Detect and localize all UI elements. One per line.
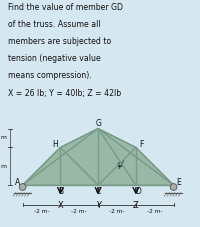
Text: -2 m-: -2 m- <box>147 209 163 214</box>
Text: Find the value of member GD: Find the value of member GD <box>8 3 123 12</box>
Text: Z: Z <box>133 201 139 210</box>
Text: 1 m: 1 m <box>0 136 7 141</box>
Text: -2 m-: -2 m- <box>34 209 49 214</box>
Text: means compression).: means compression). <box>8 71 92 80</box>
Text: φ/: φ/ <box>117 160 125 169</box>
Circle shape <box>19 184 26 190</box>
Text: A: A <box>15 178 20 187</box>
Text: F: F <box>139 140 143 148</box>
Text: C: C <box>95 187 101 196</box>
Text: of the truss. Assume all: of the truss. Assume all <box>8 20 101 29</box>
Text: tension (negative value: tension (negative value <box>8 54 101 63</box>
Text: -2 m-: -2 m- <box>109 209 125 214</box>
Text: B: B <box>58 187 63 196</box>
Text: X: X <box>58 201 63 210</box>
Text: G: G <box>95 119 101 128</box>
Polygon shape <box>23 128 174 185</box>
Text: members are subjected to: members are subjected to <box>8 37 111 46</box>
Text: -2 m-: -2 m- <box>71 209 87 214</box>
Text: E: E <box>176 178 181 187</box>
Circle shape <box>170 184 177 190</box>
Text: H: H <box>52 140 58 148</box>
Text: Y: Y <box>96 201 101 210</box>
Text: X = 26 lb; Y = 40lb; Z = 42lb: X = 26 lb; Y = 40lb; Z = 42lb <box>8 89 121 98</box>
Text: D: D <box>135 187 141 196</box>
Text: 2 m: 2 m <box>0 164 7 169</box>
